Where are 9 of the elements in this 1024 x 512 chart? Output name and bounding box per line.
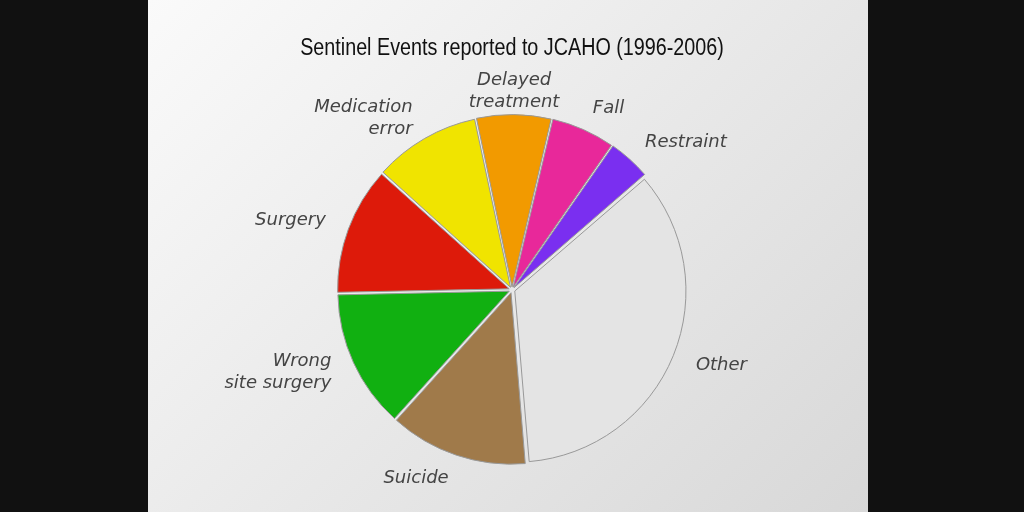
slice-label: Delayed treatment	[468, 67, 561, 111]
slice-label: Suicide	[383, 465, 449, 487]
slice-label: Medication error	[314, 94, 415, 138]
slice-label: Other	[695, 352, 749, 374]
slice-label: Surgery	[255, 208, 327, 230]
chart-title: Sentinel Events reported to JCAHO (1996-2006)	[300, 33, 724, 61]
slice-label: Restraint	[644, 129, 728, 151]
slice-label: Wrong site surgery	[224, 349, 332, 393]
slice-label: Fall	[592, 96, 625, 118]
